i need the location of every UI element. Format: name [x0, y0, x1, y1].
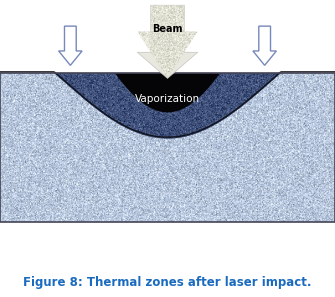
Text: Figure 8: Thermal zones after laser impact.: Figure 8: Thermal zones after laser impa… — [23, 276, 312, 289]
Text: Coagulation: Coagulation — [233, 7, 296, 17]
Text: Vaporization: Vaporization — [135, 94, 200, 104]
Polygon shape — [0, 73, 335, 138]
FancyArrow shape — [137, 5, 198, 78]
Polygon shape — [0, 73, 335, 112]
Text: Beam: Beam — [152, 24, 183, 34]
FancyArrow shape — [137, 5, 198, 78]
Text: Necrosis: Necrosis — [48, 7, 92, 17]
Bar — [0, 73, 335, 222]
